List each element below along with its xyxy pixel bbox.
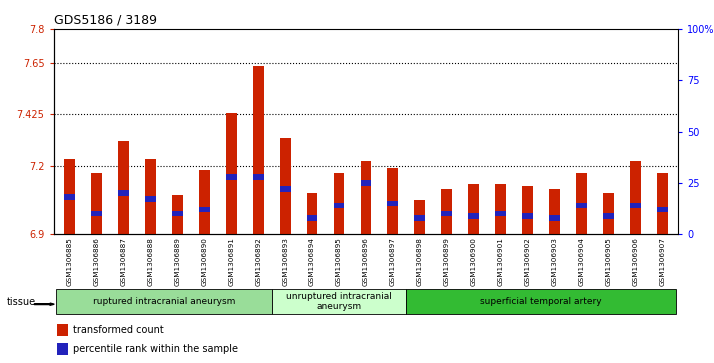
- Bar: [522, 213, 533, 219]
- Text: GSM1306895: GSM1306895: [336, 237, 342, 286]
- Text: GSM1306906: GSM1306906: [632, 237, 638, 286]
- Text: GSM1306902: GSM1306902: [525, 237, 531, 286]
- Text: GSM1306905: GSM1306905: [605, 237, 611, 286]
- Bar: [226, 174, 236, 180]
- Text: GSM1306894: GSM1306894: [309, 237, 315, 286]
- Text: GSM1306887: GSM1306887: [121, 237, 126, 286]
- Bar: [361, 161, 371, 234]
- Bar: [630, 203, 640, 208]
- Bar: [414, 200, 425, 234]
- Text: GSM1306885: GSM1306885: [66, 237, 73, 286]
- Bar: [199, 207, 210, 212]
- Bar: [468, 184, 479, 234]
- Text: GSM1306889: GSM1306889: [174, 237, 181, 286]
- Text: GSM1306892: GSM1306892: [255, 237, 261, 286]
- Text: tissue: tissue: [7, 297, 36, 307]
- Text: percentile rank within the sample: percentile rank within the sample: [74, 344, 238, 354]
- Bar: [64, 194, 75, 200]
- Bar: [576, 173, 587, 234]
- Bar: [119, 190, 129, 196]
- Bar: [280, 186, 291, 192]
- Text: GSM1306886: GSM1306886: [94, 237, 100, 286]
- Bar: [57, 343, 68, 355]
- Text: GSM1306893: GSM1306893: [282, 237, 288, 286]
- Text: unruptured intracranial
aneurysm: unruptured intracranial aneurysm: [286, 291, 392, 311]
- Text: GSM1306890: GSM1306890: [201, 237, 207, 286]
- Bar: [496, 211, 506, 216]
- Bar: [145, 159, 156, 234]
- Bar: [549, 215, 560, 221]
- Text: GSM1306904: GSM1306904: [578, 237, 584, 286]
- Bar: [333, 203, 344, 208]
- Bar: [388, 168, 398, 234]
- Bar: [64, 159, 75, 234]
- Bar: [630, 161, 640, 234]
- Bar: [441, 188, 452, 234]
- Bar: [603, 213, 613, 219]
- Bar: [253, 65, 263, 234]
- Bar: [657, 173, 668, 234]
- Bar: [657, 207, 668, 212]
- Bar: [441, 211, 452, 216]
- Bar: [468, 213, 479, 219]
- FancyBboxPatch shape: [56, 289, 271, 314]
- Bar: [119, 141, 129, 234]
- Bar: [333, 173, 344, 234]
- Text: GSM1306897: GSM1306897: [390, 237, 396, 286]
- FancyBboxPatch shape: [406, 289, 675, 314]
- FancyBboxPatch shape: [271, 289, 406, 314]
- Text: GSM1306903: GSM1306903: [551, 237, 558, 286]
- Bar: [522, 186, 533, 234]
- Bar: [226, 113, 236, 234]
- Text: GSM1306898: GSM1306898: [417, 237, 423, 286]
- Text: superficial temporal artery: superficial temporal artery: [480, 297, 602, 306]
- Text: GSM1306907: GSM1306907: [659, 237, 665, 286]
- Bar: [57, 324, 68, 337]
- Bar: [172, 211, 183, 216]
- Bar: [145, 196, 156, 202]
- Bar: [307, 193, 318, 234]
- Bar: [603, 193, 613, 234]
- Bar: [496, 184, 506, 234]
- Text: GDS5186 / 3189: GDS5186 / 3189: [54, 13, 156, 26]
- Text: GSM1306899: GSM1306899: [443, 237, 450, 286]
- Bar: [388, 200, 398, 206]
- Bar: [280, 138, 291, 234]
- Text: GSM1306888: GSM1306888: [148, 237, 154, 286]
- Text: ruptured intracranial aneurysm: ruptured intracranial aneurysm: [93, 297, 235, 306]
- Bar: [361, 180, 371, 186]
- Bar: [549, 188, 560, 234]
- Text: GSM1306900: GSM1306900: [471, 237, 477, 286]
- Text: GSM1306891: GSM1306891: [228, 237, 234, 286]
- Bar: [414, 215, 425, 221]
- Text: GSM1306896: GSM1306896: [363, 237, 369, 286]
- Bar: [253, 174, 263, 180]
- Bar: [91, 211, 102, 216]
- Bar: [172, 195, 183, 234]
- Text: transformed count: transformed count: [74, 325, 164, 335]
- Bar: [199, 170, 210, 234]
- Bar: [91, 173, 102, 234]
- Bar: [576, 203, 587, 208]
- Text: GSM1306901: GSM1306901: [498, 237, 503, 286]
- Bar: [307, 215, 318, 221]
